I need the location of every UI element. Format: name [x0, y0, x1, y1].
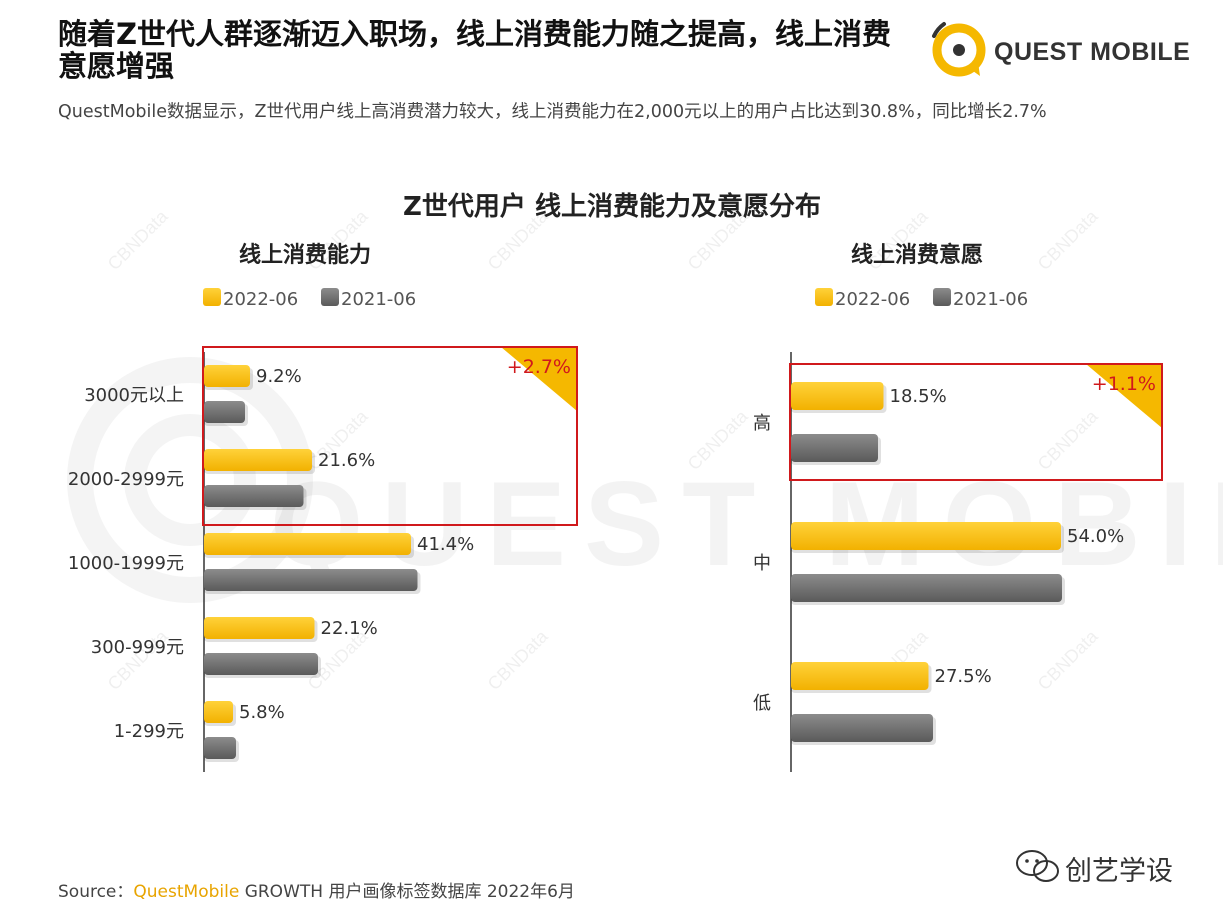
quest-mobile-logo-icon: [932, 22, 986, 77]
bar-2022-06: [791, 522, 1061, 550]
bar-2021-06: [204, 401, 245, 423]
watermark-ring-icon: [67, 357, 313, 603]
legend-swatch-2021-06: [321, 288, 339, 306]
data-label: 5.8%: [239, 702, 285, 723]
highlight-label: +2.7%: [507, 356, 571, 378]
source-prefix: Source：: [58, 882, 134, 902]
page-subtitle: QuestMobile数据显示，Z世代用户线上高消费潜力较大，线上消费能力在2,…: [58, 102, 1047, 122]
bar-2021-06: [791, 434, 878, 462]
bar-2022-06: [204, 701, 233, 723]
bar-2021-06: [791, 714, 933, 742]
legend-label: 2021-06: [341, 289, 416, 310]
legend-label: 2022-06: [223, 289, 298, 310]
bar-2021-06: [204, 485, 304, 507]
panel-title: 线上消费意愿: [851, 242, 983, 268]
bar-2022-06: [204, 365, 250, 387]
highlight-badge: [501, 347, 577, 411]
source-brand: QuestMobile: [133, 882, 240, 902]
bar-2021-06: [791, 574, 1062, 602]
data-label: 21.6%: [318, 450, 375, 471]
data-label: 18.5%: [890, 386, 947, 407]
panel-title: 线上消费能力: [239, 242, 371, 268]
highlight-box: [789, 363, 1163, 481]
category-label: 2000-2999元: [68, 469, 184, 490]
highlight-badge: [1086, 364, 1162, 428]
bar-2021-06: [204, 569, 418, 591]
data-label: 54.0%: [1067, 526, 1124, 547]
wechat-account-name: 创艺学设: [1065, 856, 1173, 887]
bar-2022-06: [204, 533, 411, 555]
bar-2022-06: [204, 617, 315, 639]
highlight-box: [202, 346, 578, 526]
category-label: 1-299元: [114, 721, 184, 742]
category-label: 3000元以上: [84, 385, 184, 406]
legend-label: 2021-06: [953, 289, 1028, 310]
highlight-label: +1.1%: [1092, 373, 1156, 395]
logo-text: QUEST MOBILE: [994, 38, 1191, 66]
source-rest: GROWTH 用户画像标签数据库 2022年6月: [239, 882, 575, 902]
category-label: 中: [753, 553, 771, 574]
legend-swatch-2021-06: [933, 288, 951, 306]
data-label: 9.2%: [256, 366, 302, 387]
legend-swatch-2022-06: [203, 288, 221, 306]
source-note: Source：QuestMobile GROWTH 用户画像标签数据库 2022…: [58, 877, 575, 902]
category-label: 300-999元: [91, 637, 184, 658]
category-label: 高: [753, 413, 771, 434]
legend-label: 2022-06: [835, 289, 910, 310]
bar-2021-06: [204, 737, 236, 759]
category-label: 低: [753, 693, 771, 714]
category-label: 1000-1999元: [68, 553, 184, 574]
data-label: 41.4%: [417, 534, 474, 555]
data-label: 22.1%: [321, 618, 378, 639]
bar-2022-06: [791, 662, 929, 690]
bar-2022-06: [791, 382, 884, 410]
page-title: 随着Z世代人群逐渐迈入职场，线上消费能力随之提高，线上消费意愿增强: [58, 17, 892, 83]
chart-main-title: Z世代用户 线上消费能力及意愿分布: [403, 191, 821, 222]
bar-2022-06: [204, 449, 312, 471]
wechat-icon: [1016, 850, 1059, 882]
legend-swatch-2022-06: [815, 288, 833, 306]
data-label: 27.5%: [935, 666, 992, 687]
bar-2021-06: [204, 653, 318, 675]
